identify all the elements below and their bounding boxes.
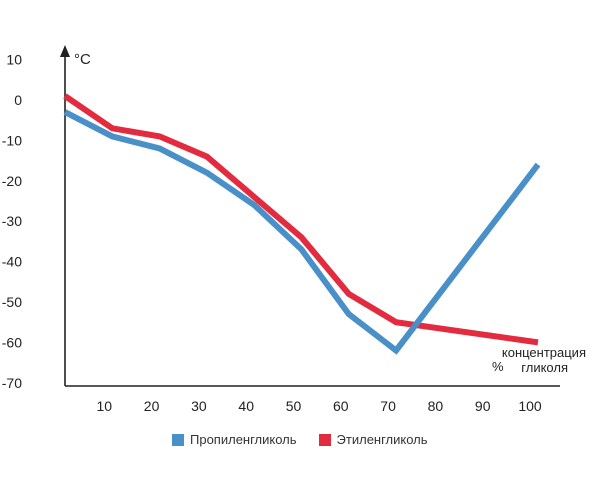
- legend-item: Пропиленгликоль: [172, 432, 297, 447]
- series-layer: [63, 93, 541, 355]
- x-tick-label: 80: [428, 398, 444, 414]
- y-tick-label: 10: [6, 52, 22, 68]
- x-tick-labels: 10 20 30 40 50 60 70 80 90 100: [97, 398, 542, 414]
- y-tick-label: -20: [2, 173, 22, 189]
- x-axis-title-line: концентрация: [502, 345, 586, 360]
- x-tick-label: 70: [380, 398, 396, 414]
- y-tick-label: -30: [2, 213, 22, 229]
- y-tick-label: -50: [2, 294, 22, 310]
- legend-swatch: [172, 433, 184, 446]
- y-tick-labels: 10 0 -10 -20 -30 -40 -50 -60 -70: [2, 52, 22, 391]
- y-tick-label: 0: [14, 92, 22, 108]
- y-unit-label: °C: [74, 51, 91, 68]
- legend: Пропиленгликоль Этиленгликоль: [172, 432, 450, 447]
- x-tick-label: 100: [518, 398, 542, 414]
- y-tick-label: -60: [2, 334, 22, 350]
- y-axis-arrow: [60, 45, 70, 57]
- series-line: [63, 93, 539, 346]
- y-axis: °C: [60, 45, 91, 386]
- x-unit-label: %: [492, 359, 504, 374]
- x-tick-label: 50: [286, 398, 302, 414]
- x-tick-label: 40: [238, 398, 254, 414]
- x-axis-title: концентрация гликоля: [502, 345, 586, 375]
- y-tick-label: -70: [2, 375, 22, 391]
- x-tick-label: 90: [475, 398, 491, 414]
- x-tick-label: 60: [333, 398, 349, 414]
- x-tick-label: 30: [191, 398, 207, 414]
- x-axis: % концентрация гликоля: [65, 345, 586, 387]
- legend-label: Пропиленгликоль: [190, 432, 297, 447]
- series-line: [63, 109, 541, 355]
- y-tick-label: -40: [2, 254, 22, 270]
- legend-swatch: [318, 433, 331, 446]
- x-tick-label: 20: [144, 398, 160, 414]
- legend-label: Этиленгликоль: [336, 432, 428, 447]
- x-tick-label: 10: [97, 398, 113, 414]
- legend-item: Этиленгликоль: [318, 432, 428, 447]
- y-tick-label: -10: [2, 132, 22, 148]
- x-axis-title-line: гликоля: [521, 360, 568, 375]
